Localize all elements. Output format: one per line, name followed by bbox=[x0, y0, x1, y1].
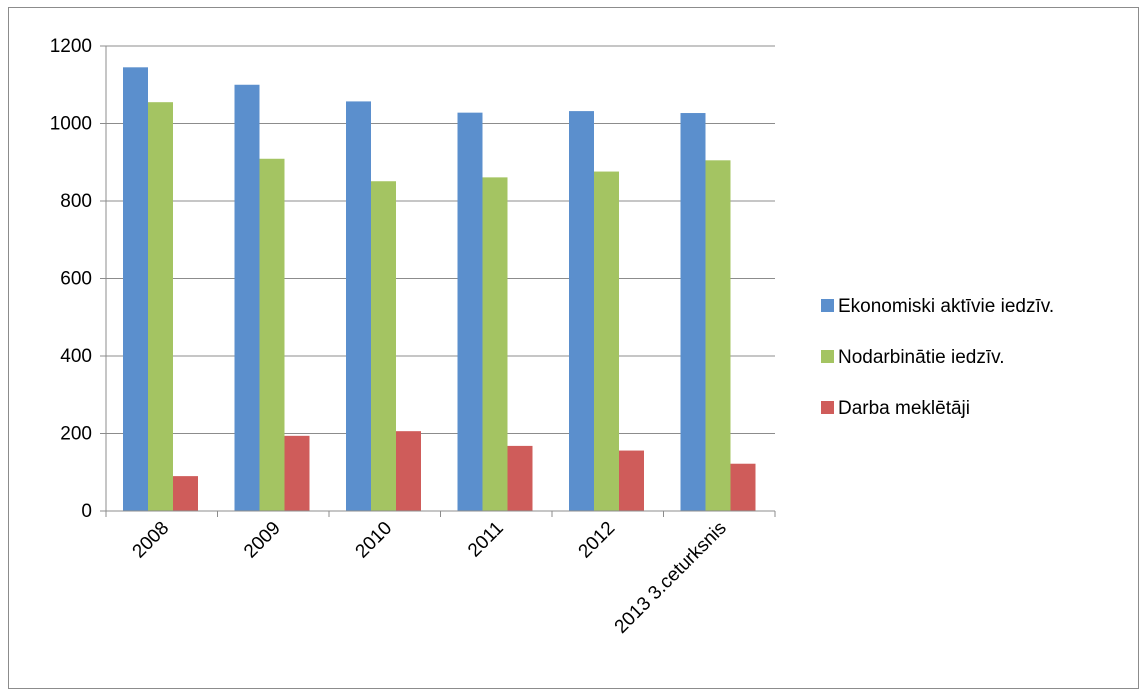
chart-frame: 0 200 400 600 800 1000 1200 2008 2009 2010 2011 201… bbox=[8, 7, 1139, 689]
bar-1-2012 bbox=[569, 111, 594, 511]
bar-1-2013-3-ceturksnis bbox=[680, 113, 706, 511]
y-tick-label: 1000 bbox=[50, 114, 92, 135]
bar-3-2012 bbox=[619, 450, 644, 511]
y-tick-label: 600 bbox=[60, 269, 92, 290]
bar-3-2010 bbox=[396, 431, 421, 511]
bar-1-2011 bbox=[457, 112, 483, 512]
y-tick-label: 1200 bbox=[50, 36, 92, 57]
bar-2-2013-3-ceturksnis bbox=[705, 160, 731, 511]
y-tick-label: 800 bbox=[60, 191, 92, 212]
bar-chart: 0 200 400 600 800 1000 1200 2008 2009 2010 2011 201… bbox=[50, 36, 1054, 638]
bar-2-2010 bbox=[371, 181, 396, 512]
bar-3-2009 bbox=[284, 435, 310, 511]
bar-3-2013-3-ceturksnis bbox=[730, 463, 756, 511]
y-tick-label: 0 bbox=[81, 501, 92, 522]
x-tick-label: 2012 bbox=[575, 518, 620, 563]
bar-2-2011 bbox=[482, 177, 508, 512]
legend-label: Nodarbinātie iedzīv. bbox=[838, 347, 1005, 368]
bar-3-2008 bbox=[173, 476, 198, 511]
bar-2-2009 bbox=[259, 158, 285, 511]
x-tick-label: 2013 3.ceturksnis bbox=[611, 518, 731, 638]
bar-1-2008 bbox=[123, 67, 148, 511]
y-tick-label: 400 bbox=[60, 346, 92, 367]
x-tick-label: 2009 bbox=[240, 518, 285, 563]
bar-3-2011 bbox=[507, 445, 533, 511]
bar-2-2012 bbox=[594, 171, 619, 512]
legend-swatch bbox=[821, 299, 834, 312]
bar-1-2010 bbox=[346, 101, 371, 511]
y-tick-label: 200 bbox=[60, 424, 92, 445]
legend-swatch bbox=[821, 401, 834, 414]
legend-swatch bbox=[821, 350, 834, 363]
legend-label: Ekonomiski aktīvie iedzīv. bbox=[838, 296, 1054, 317]
bar-1-2009 bbox=[234, 84, 260, 511]
x-tick-label: 2010 bbox=[352, 518, 397, 563]
x-tick-label: 2008 bbox=[129, 518, 174, 563]
bar-2-2008 bbox=[148, 102, 173, 511]
legend-label: Darba meklētāji bbox=[838, 398, 970, 419]
x-tick-label: 2011 bbox=[464, 518, 508, 562]
